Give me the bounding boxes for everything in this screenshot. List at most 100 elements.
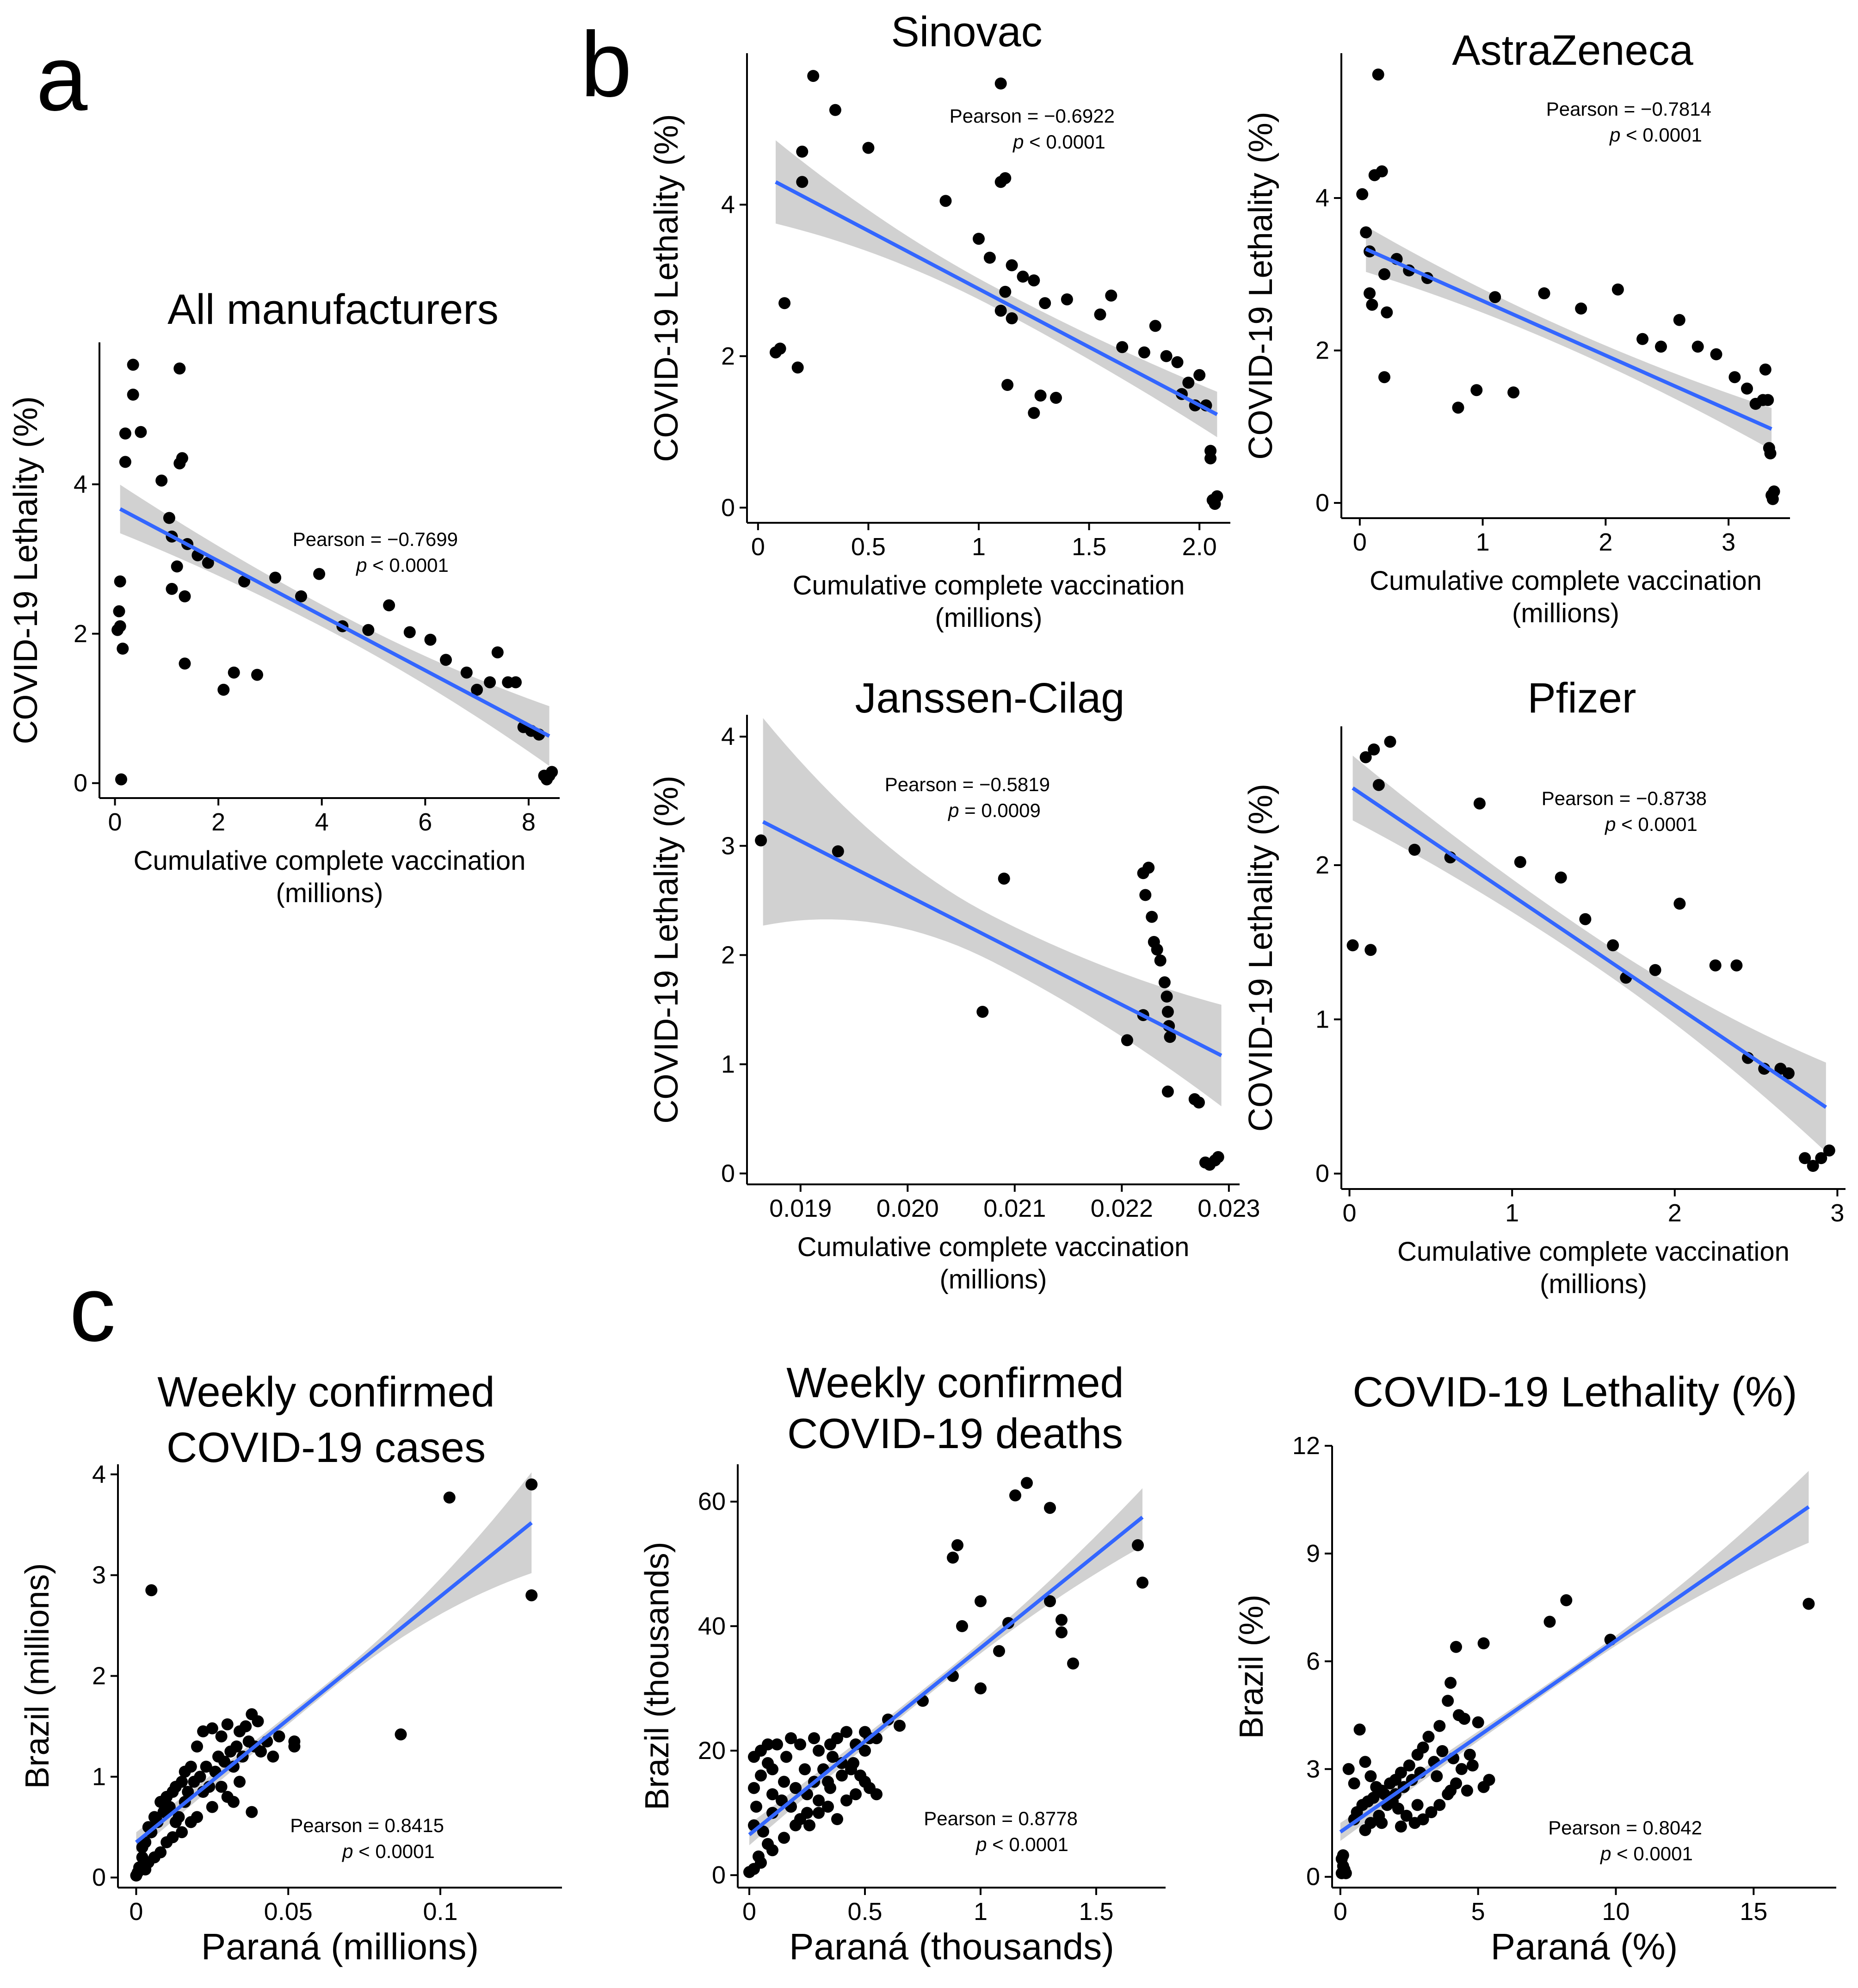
y-tick-label: 20 [698, 1737, 726, 1765]
data-point [1359, 751, 1372, 763]
data-point [1359, 1824, 1371, 1836]
data-point [1461, 1784, 1473, 1797]
data-point [155, 474, 168, 487]
data-point [362, 624, 375, 636]
y-tick-label: 0 [1306, 1863, 1320, 1891]
chart-sinovac: 0 0.5 1 1.5 2.0 0 2 4 Cumulative complete vaccin… [648, 8, 1230, 633]
data-point [1151, 943, 1163, 956]
data-point [117, 643, 129, 655]
data-point [115, 773, 127, 786]
confidence-band [136, 1472, 532, 1852]
data-point [1543, 1616, 1556, 1628]
data-point [1425, 1806, 1438, 1818]
data-point [173, 457, 186, 470]
chart-title: Weekly confirmed [157, 1369, 494, 1416]
x-axis-label: (millions) [1512, 598, 1619, 628]
data-point [1360, 226, 1372, 239]
x-tick-label: 0 [742, 1898, 756, 1926]
y-tick-label: 3 [1306, 1755, 1320, 1783]
data-point [832, 845, 844, 858]
data-point [510, 676, 522, 688]
x-tick-label: 0.023 [1198, 1195, 1260, 1222]
data-point [1444, 1677, 1457, 1689]
panel-label-a: a [36, 27, 88, 130]
data-point [1444, 1784, 1457, 1797]
data-point [1477, 1637, 1490, 1649]
data-point [808, 1732, 820, 1745]
y-axis-label: COVID-19 Lethality (%) [648, 114, 685, 462]
data-point [1455, 1763, 1468, 1775]
data-point [822, 1801, 834, 1813]
data-point [778, 1832, 790, 1844]
x-axis-label: Cumulative complete vaccination [1397, 1237, 1790, 1267]
data-point [1381, 306, 1393, 319]
data-point [179, 590, 191, 602]
regression-line [1339, 1505, 1810, 1833]
x-tick-label: 1.5 [1072, 533, 1106, 561]
data-point [755, 834, 767, 847]
data-point [1211, 490, 1223, 502]
x-tick-label: 2.0 [1182, 533, 1217, 561]
data-point [119, 456, 131, 468]
y-tick-label: 1 [92, 1763, 106, 1790]
data-point [1473, 797, 1486, 810]
data-point [1762, 394, 1774, 406]
data-point [169, 1816, 182, 1828]
pearson-label: Pearson = −0.6922 [950, 105, 1115, 127]
data-point [1136, 1576, 1148, 1589]
data-point [1807, 1160, 1819, 1172]
y-tick-label: 6 [1306, 1647, 1320, 1675]
confidence-band [763, 718, 1222, 1107]
data-point [1160, 991, 1173, 1003]
data-point [762, 1738, 774, 1751]
y-tick-label: 0 [712, 1861, 726, 1889]
p-value-label: p < 0.0001 [1012, 131, 1105, 153]
data-point [1001, 379, 1014, 391]
data-point [269, 571, 282, 584]
data-point [813, 1745, 825, 1757]
data-point [230, 1740, 243, 1753]
x-tick-label: 1 [972, 533, 986, 561]
data-point [750, 1801, 762, 1813]
regression-line [1365, 247, 1772, 431]
x-axis-label: Paraná (%) [1491, 1926, 1678, 1967]
pearson-label: Pearson = 0.8778 [924, 1808, 1078, 1829]
data-point [1489, 291, 1501, 303]
data-point [999, 285, 1012, 298]
x-axis-label: Cumulative complete vaccination [134, 846, 526, 876]
pearson-label: Pearson = 0.8415 [290, 1815, 444, 1836]
data-point [1364, 1770, 1377, 1783]
y-tick-label: 60 [698, 1488, 726, 1516]
data-point [1782, 1067, 1795, 1079]
data-point [976, 1006, 989, 1018]
y-tick-label: 2 [1315, 851, 1329, 879]
x-tick-label: 1 [974, 1898, 988, 1926]
regression-line [119, 507, 550, 738]
data-point [794, 1813, 806, 1825]
data-point [1337, 1849, 1349, 1862]
chart-pfizer: 0 1 2 3 0 1 2 Cumulative complete vaccination(m… [1242, 675, 1846, 1299]
p-value-label: p < 0.0001 [341, 1840, 435, 1862]
y-tick-label: 0 [721, 1159, 735, 1187]
data-point [179, 657, 191, 670]
data-point [1044, 1502, 1056, 1514]
data-point [135, 426, 147, 438]
data-point [1364, 287, 1376, 299]
data-point [215, 1730, 228, 1743]
data-point [822, 1776, 834, 1788]
data-point [1384, 1777, 1396, 1790]
data-point [215, 1781, 228, 1793]
data-point [778, 1776, 790, 1788]
data-point [1346, 939, 1359, 952]
data-point [139, 1863, 152, 1876]
data-point [859, 1776, 871, 1788]
data-point [1370, 1781, 1383, 1793]
chart-all: 0 2 4 6 8 0 2 4 Cumulative complete vaccination(… [7, 286, 560, 908]
data-point [831, 1732, 843, 1745]
p-value-label: p = 0.0009 [947, 799, 1041, 821]
x-tick-label: 0 [1343, 1199, 1357, 1227]
data-point [1050, 391, 1062, 404]
y-tick-label: 4 [74, 471, 87, 498]
data-point [484, 676, 496, 688]
x-axis-label: Cumulative complete vaccination [797, 1232, 1190, 1262]
